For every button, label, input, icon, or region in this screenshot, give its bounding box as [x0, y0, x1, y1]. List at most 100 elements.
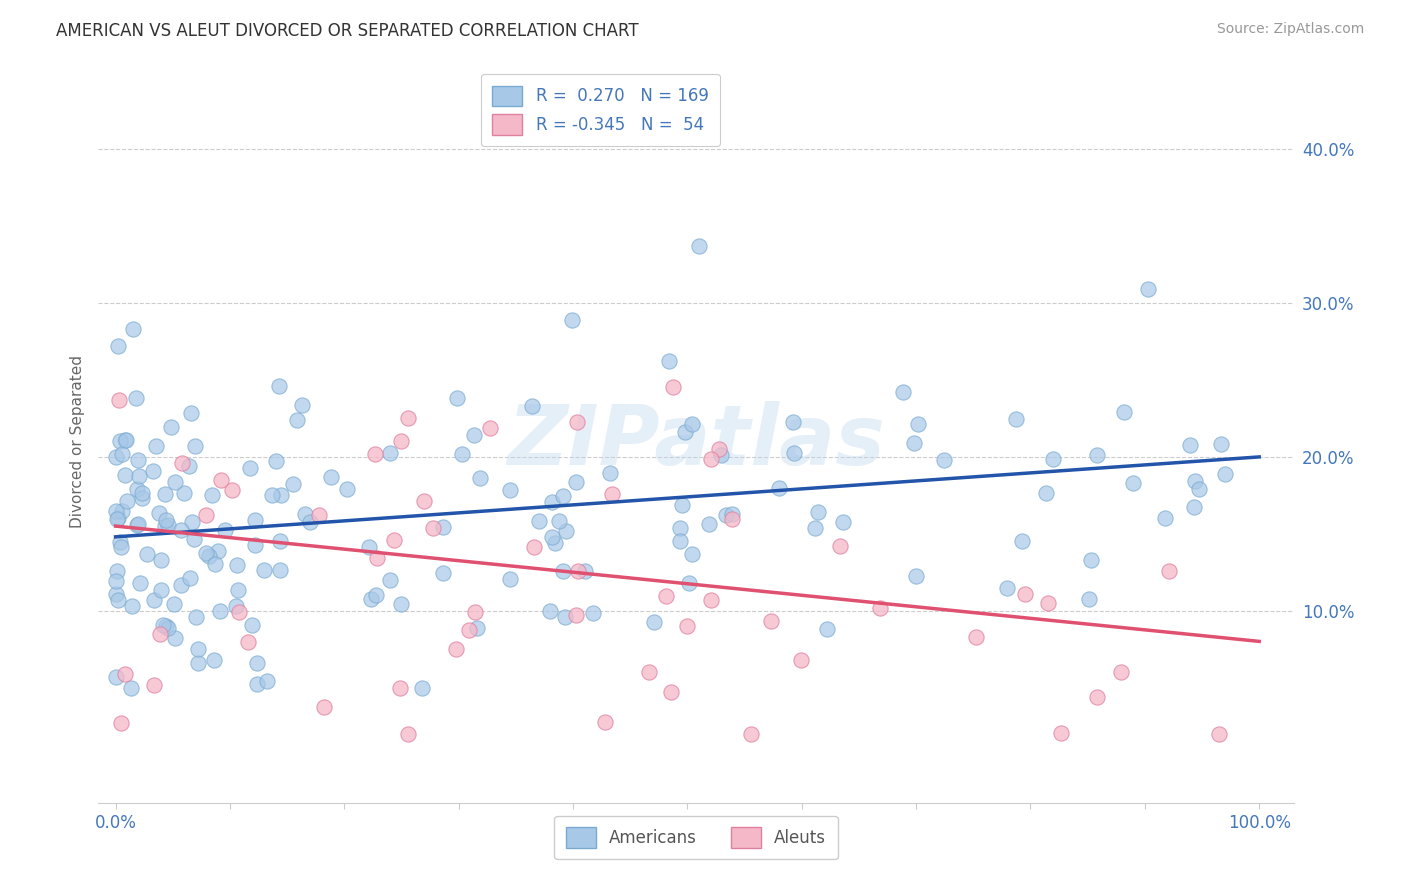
Point	[520, 400, 543, 414]
Point	[1122, 476, 1144, 491]
Point	[681, 547, 703, 561]
Point	[194, 508, 217, 522]
Point	[114, 434, 136, 448]
Point	[662, 380, 685, 394]
Point	[1178, 438, 1201, 452]
Point	[553, 489, 575, 503]
Point	[1042, 452, 1064, 467]
Point	[181, 516, 204, 530]
Point	[965, 630, 987, 644]
Point	[804, 521, 827, 535]
Point	[366, 588, 388, 602]
Point	[378, 574, 401, 588]
Point	[714, 508, 737, 523]
Point	[180, 407, 202, 421]
Point	[1050, 726, 1073, 740]
Point	[995, 581, 1018, 595]
Point	[903, 436, 925, 450]
Point	[299, 515, 322, 529]
Point	[1182, 500, 1205, 514]
Point	[202, 653, 225, 667]
Point	[891, 385, 914, 400]
Point	[783, 446, 806, 460]
Point	[155, 619, 177, 633]
Point	[291, 398, 314, 412]
Point	[184, 439, 207, 453]
Point	[499, 483, 522, 497]
Point	[1035, 485, 1057, 500]
Point	[179, 571, 201, 585]
Text: AMERICAN VS ALEUT DIVORCED OR SEPARATED CORRELATION CHART: AMERICAN VS ALEUT DIVORCED OR SEPARATED …	[56, 22, 638, 40]
Point	[121, 599, 143, 613]
Point	[869, 600, 891, 615]
Point	[721, 508, 744, 522]
Point	[110, 715, 132, 730]
Point	[239, 461, 262, 475]
Point	[396, 411, 419, 425]
Point	[321, 470, 343, 484]
Point	[104, 670, 127, 684]
Point	[668, 521, 690, 535]
Point	[173, 486, 195, 500]
Point	[1213, 467, 1236, 481]
Point	[595, 714, 617, 729]
Point	[105, 564, 128, 578]
Point	[266, 454, 288, 468]
Point	[285, 413, 308, 427]
Point	[207, 544, 229, 558]
Point	[555, 524, 578, 538]
Point	[678, 575, 700, 590]
Point	[149, 553, 172, 567]
Point	[125, 517, 148, 532]
Point	[105, 512, 128, 526]
Point	[127, 516, 149, 531]
Point	[1080, 553, 1102, 567]
Point	[1109, 665, 1132, 679]
Point	[565, 607, 588, 622]
Point	[567, 564, 589, 578]
Text: ZIPatlas: ZIPatlas	[508, 401, 884, 482]
Point	[252, 563, 274, 577]
Point	[1154, 510, 1177, 524]
Point	[411, 681, 433, 695]
Point	[364, 447, 387, 461]
Point	[294, 507, 316, 521]
Point	[668, 533, 690, 548]
Point	[114, 467, 136, 482]
Point	[110, 541, 132, 555]
Point	[148, 506, 170, 520]
Point	[149, 583, 172, 598]
Point	[389, 434, 412, 449]
Point	[451, 447, 474, 461]
Y-axis label: Divorced or Separated: Divorced or Separated	[69, 355, 84, 528]
Point	[256, 673, 278, 688]
Point	[208, 604, 231, 618]
Point	[832, 515, 855, 529]
Point	[1137, 281, 1160, 295]
Point	[1112, 405, 1135, 419]
Point	[422, 521, 444, 535]
Point	[111, 447, 134, 461]
Point	[740, 726, 762, 740]
Point	[267, 378, 290, 392]
Point	[187, 642, 209, 657]
Point	[198, 549, 221, 564]
Point	[246, 677, 269, 691]
Point	[541, 530, 564, 544]
Point	[554, 610, 576, 624]
Point	[934, 453, 956, 467]
Point	[815, 622, 838, 636]
Point	[204, 558, 226, 572]
Point	[170, 578, 193, 592]
Point	[128, 468, 150, 483]
Point	[283, 477, 305, 491]
Point	[396, 726, 419, 740]
Point	[120, 681, 142, 695]
Point	[1078, 591, 1101, 606]
Point	[152, 617, 174, 632]
Point	[904, 569, 927, 583]
Point	[308, 508, 330, 522]
Point	[1085, 448, 1108, 462]
Point	[790, 653, 813, 667]
Point	[700, 593, 723, 607]
